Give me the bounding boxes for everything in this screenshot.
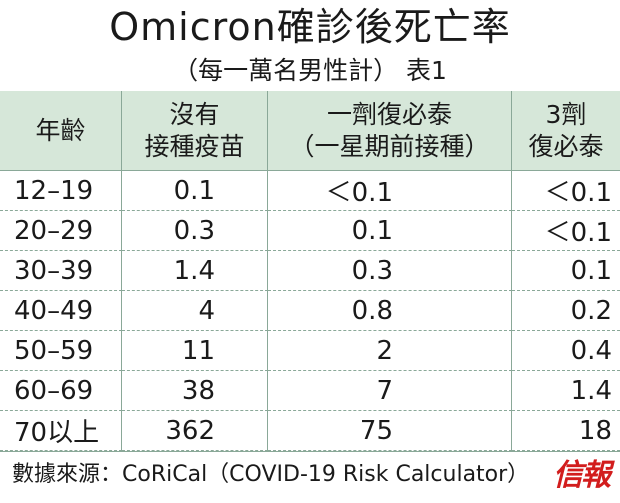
one-dose-rate-cell: 0.1 (268, 211, 512, 251)
unvaccinated-rate-cell: 0.3 (122, 211, 268, 251)
unvaccinated-rate-cell: 1.4 (122, 251, 268, 291)
chart-subtitle: （每一萬名男性計） 表1 (173, 56, 447, 85)
three-dose-rate-cell: ＜0.1 (512, 171, 620, 211)
unvaccinated-rate-cell: 0.1 (122, 171, 268, 211)
three-dose-rate-cell: 1.4 (512, 371, 620, 411)
age-group-cell: 12–19 (0, 171, 122, 211)
one-dose-rate-cell: ＜0.1 (268, 171, 512, 211)
one-dose-rate-cell: 2 (268, 331, 512, 371)
age-group-cell: 50–59 (0, 331, 122, 371)
unvaccinated-rate-cell: 4 (122, 291, 268, 331)
unvaccinated-rate-cell: 38 (122, 371, 268, 411)
one-dose-rate-cell: 0.3 (268, 251, 512, 291)
header-age: 年齡 (0, 91, 122, 171)
age-group-cell: 20–29 (0, 211, 122, 251)
header-unvaccinated: 沒有 接種疫苗 (122, 91, 268, 171)
one-dose-rate-cell: 7 (268, 371, 512, 411)
header-one-dose: 一劑復必泰 （一星期前接種） (268, 91, 512, 171)
age-group-cell: 60–69 (0, 371, 122, 411)
chart-title: Omicron確診後死亡率 (109, 5, 511, 49)
age-group-cell: 40–49 (0, 291, 122, 331)
age-group-cell: 30–39 (0, 251, 122, 291)
unvaccinated-rate-cell: 11 (122, 331, 268, 371)
one-dose-rate-cell: 75 (268, 411, 512, 451)
mortality-table: 年齡 沒有 接種疫苗 一劑復必泰 （一星期前接種） 3劑 復必泰 12–19 0.1 ＜0.… (0, 91, 620, 452)
three-dose-rate-cell: ＜0.1 (512, 211, 620, 251)
three-dose-rate-cell: 0.2 (512, 291, 620, 331)
three-dose-rate-cell: 0.4 (512, 331, 620, 371)
hkej-logo: 信報 (553, 458, 611, 493)
unvaccinated-rate-cell: 362 (122, 411, 268, 451)
one-dose-rate-cell: 0.8 (268, 291, 512, 331)
three-dose-rate-cell: 18 (512, 411, 620, 451)
header-three-doses: 3劑 復必泰 (512, 91, 620, 171)
age-group-cell: 70以上 (0, 411, 122, 451)
three-dose-rate-cell: 0.1 (512, 251, 620, 291)
table-bottom-rule (0, 451, 620, 452)
source-note: 數據來源：CoRiCal（COVID-19 Risk Calculator） (12, 462, 530, 487)
